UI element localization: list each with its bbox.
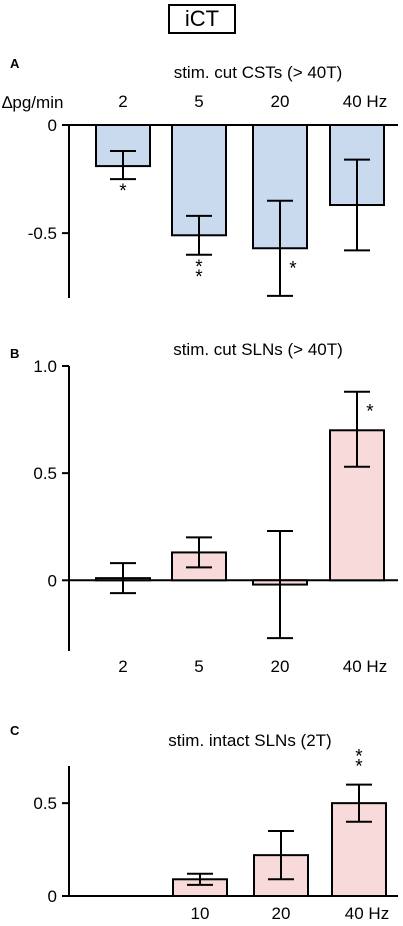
y-unit-label: ∆pg/min xyxy=(2,93,63,112)
significance-star-B: * xyxy=(366,402,374,423)
y-tick-label-A: -0.5 xyxy=(28,224,57,243)
x-tick-label-B: 40 Hz xyxy=(343,657,387,676)
x-tick-label-B: 5 xyxy=(194,657,203,676)
x-tick-label-B: 20 xyxy=(271,657,290,676)
panel-title-A: stim. cut CSTs (> 40T) xyxy=(174,63,343,82)
significance-star-C: * xyxy=(355,757,363,778)
x-tick-label-C: 20 xyxy=(272,904,291,923)
x-tick-label-A: 20 xyxy=(271,92,290,111)
figure-title: iCT xyxy=(168,4,236,34)
panel-title-B: stim. cut SLNs (> 40T) xyxy=(173,340,343,359)
significance-star-A: * xyxy=(289,258,297,279)
x-tick-label-C: 10 xyxy=(191,904,210,923)
panel-title-C: stim. intact SLNs (2T) xyxy=(168,731,331,750)
bar-C xyxy=(331,802,387,898)
panel-letter-B: B xyxy=(10,346,19,361)
panel-letter-A: A xyxy=(10,56,20,71)
x-tick-label-A: 2 xyxy=(118,92,127,111)
panel-letter-C: C xyxy=(10,723,20,738)
y-tick-label-B: 0 xyxy=(48,571,57,590)
significance-star-C: * xyxy=(355,747,363,768)
y-tick-label-A: 0 xyxy=(48,116,57,135)
x-tick-label-B: 2 xyxy=(118,657,127,676)
significance-star-A: * xyxy=(195,257,203,278)
y-tick-label-C: 0.5 xyxy=(33,794,57,813)
x-tick-label-A: 40 Hz xyxy=(343,92,387,111)
y-tick-label-B: 1.0 xyxy=(33,357,57,376)
y-tick-label-B: 0.5 xyxy=(33,464,57,483)
significance-star-A: * xyxy=(119,181,127,202)
x-tick-label-C: 40 Hz xyxy=(345,904,389,923)
significance-star-A: * xyxy=(195,267,203,288)
x-tick-label-A: 5 xyxy=(194,92,203,111)
y-tick-label-C: 0 xyxy=(48,887,57,906)
